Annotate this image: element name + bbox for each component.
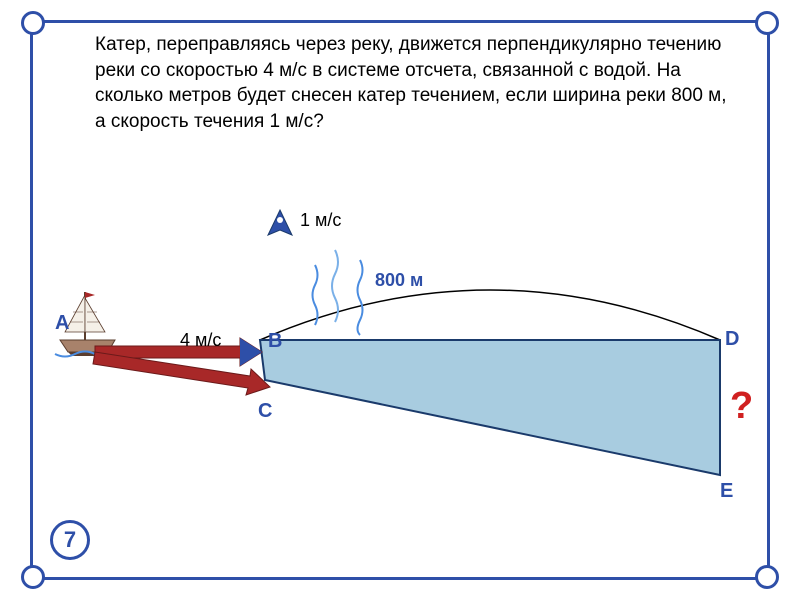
point-label-a: A (55, 312, 69, 335)
point-label-e: E (720, 480, 733, 503)
point-label-b: B (268, 330, 282, 353)
boat-speed-label: 4 м/с (180, 330, 221, 351)
problem-statement: Катер, переправляясь через реку, движетс… (95, 32, 740, 135)
current-wave (358, 260, 363, 335)
current-wave (332, 250, 338, 322)
river-width-label: 800 м (375, 270, 423, 291)
physics-diagram (40, 180, 750, 550)
current-arrow (268, 210, 292, 235)
width-arc (260, 290, 720, 340)
current-wave (313, 265, 318, 325)
river-shape (260, 340, 720, 475)
point-label-c: C (258, 400, 272, 423)
corner-decoration (755, 565, 779, 589)
diagram-container: A B C D E 1 м/с 4 м/с 800 м ? 7 (40, 180, 755, 570)
corner-decoration (755, 11, 779, 35)
problem-number-badge: 7 (50, 520, 90, 560)
corner-decoration (21, 11, 45, 35)
current-speed-label: 1 м/с (300, 210, 341, 231)
point-label-d: D (725, 328, 739, 351)
question-mark: ? (730, 385, 753, 428)
